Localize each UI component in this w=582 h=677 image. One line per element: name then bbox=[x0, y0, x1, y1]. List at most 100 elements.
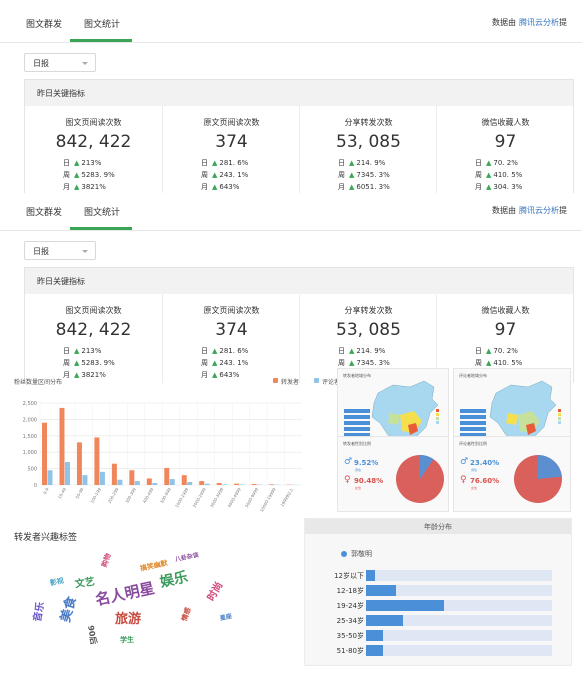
arrow-up-icon: ▲ bbox=[349, 347, 355, 355]
bar-reposters bbox=[59, 407, 65, 485]
x-tick-label: 10-49 bbox=[57, 487, 67, 500]
tab-mass-send[interactable]: 图文群发 bbox=[26, 208, 63, 218]
x-tick-label: 19999以上 bbox=[279, 487, 295, 508]
bar-reposters bbox=[181, 475, 187, 485]
tab-article-stats[interactable]: 图文统计 bbox=[84, 208, 121, 218]
kpi-label: 图文页阅读次数 bbox=[65, 306, 122, 315]
bar-reposters bbox=[269, 484, 275, 485]
tab-article-stats[interactable]: 图文统计 bbox=[84, 20, 121, 30]
interest-tag: 学生 bbox=[120, 636, 134, 644]
kpi-change-week: 周 ▲ 5283. 9% bbox=[63, 171, 115, 179]
gender-card-reposters: 转发者性别比例 ♂ 9.52% 男性 ♀ 90.48% 女性 bbox=[337, 436, 449, 512]
female-percent: 76.60% bbox=[470, 477, 500, 485]
x-tick-label: 200-299 bbox=[107, 487, 120, 504]
age-row-label: 19-24岁 bbox=[336, 602, 364, 610]
arrow-up-icon: ▲ bbox=[74, 159, 80, 167]
arrow-up-icon: ▲ bbox=[212, 371, 218, 379]
kpi-change-month: 月▲6051. 3% bbox=[338, 183, 390, 191]
kpi-change-day: 日 ▲ 281. 6% bbox=[201, 347, 249, 355]
female-label: 女性 bbox=[471, 486, 478, 490]
gender-card-commenters: 评论者性别比例 ♂ 23.40% 男性 ♀ 76.60% 女性 bbox=[453, 436, 571, 512]
interest-tag: 星座 bbox=[219, 612, 233, 623]
interest-tag: 时尚 bbox=[205, 580, 226, 604]
kpi-section-title: 昨日关键指标 bbox=[37, 89, 85, 98]
data-source-note: 数据由 腾讯云分析提 bbox=[492, 18, 567, 27]
kpi-change-month: 月▲304. 3% bbox=[475, 183, 523, 191]
age-legend-label: 郭敬明 bbox=[351, 550, 372, 558]
age-row-bar bbox=[366, 570, 552, 581]
legend-dot bbox=[341, 551, 347, 557]
tab-mass-send[interactable]: 图文群发 bbox=[26, 20, 63, 30]
kpi-value: 842, 422 bbox=[55, 320, 132, 340]
bar-commenters bbox=[187, 482, 193, 485]
age-row-fill bbox=[366, 570, 376, 581]
arrow-up-icon: ▲ bbox=[486, 171, 492, 179]
period-select[interactable]: 日报 bbox=[24, 53, 96, 72]
pie-slice-male bbox=[538, 455, 562, 479]
arrow-up-icon: ▲ bbox=[349, 183, 355, 191]
kpi-change-month: 月 ▲ 3821% bbox=[63, 371, 106, 379]
x-tick-label: 4000-4999 bbox=[226, 487, 241, 509]
x-tick-label: 400-499 bbox=[142, 487, 155, 504]
kpi-label: 原文页阅读次数 bbox=[203, 118, 260, 127]
kpi-change-day: 日 ▲ 70. 2% bbox=[475, 159, 518, 167]
x-tick-label: 50-99 bbox=[74, 487, 84, 500]
data-source-link[interactable]: 腾讯云分析 bbox=[519, 18, 559, 27]
kpi-change-day: 日 ▲ 214. 9% bbox=[338, 159, 386, 167]
bar-reposters bbox=[129, 470, 135, 485]
age-row-label: 25-34岁 bbox=[336, 617, 364, 625]
bar-reposters bbox=[216, 483, 222, 485]
kpi-label: 图文页阅读次数 bbox=[65, 118, 122, 127]
map-title: 转发者地域分布 bbox=[343, 373, 371, 378]
interest-tag: 八卦杂谈 bbox=[174, 551, 200, 564]
age-row-bar bbox=[366, 645, 552, 656]
arrow-up-icon: ▲ bbox=[486, 183, 492, 191]
bar-commenters bbox=[64, 462, 70, 485]
interest-tag: 旅游 bbox=[115, 612, 142, 627]
female-icon: ♀ bbox=[460, 475, 467, 485]
data-source-link[interactable]: 腾讯云分析 bbox=[519, 206, 559, 215]
interest-tag: 情感 bbox=[180, 606, 193, 623]
kpi-change-week: 周 ▲ 5283. 9% bbox=[63, 359, 115, 367]
kpi-change-day: 日 ▲ 214. 9% bbox=[338, 347, 386, 355]
age-row-fill bbox=[366, 585, 396, 596]
kpi-metric: 图文页阅读次数 842, 422 日 ▲ 213% 周 ▲ 5283. 9% 月 ▲ 3821% bbox=[25, 294, 162, 383]
bar-commenters bbox=[47, 470, 53, 485]
x-tick-label: 5000-9999 bbox=[244, 487, 259, 509]
x-tick-label: 1000-1999 bbox=[174, 487, 189, 509]
arrow-up-icon: ▲ bbox=[74, 171, 80, 179]
word-cloud-title: 转发者兴趣标签 bbox=[14, 533, 78, 543]
arrow-up-icon: ▲ bbox=[212, 347, 218, 355]
y-tick-label: 1,000 bbox=[23, 450, 37, 456]
kpi-label: 分享转发次数 bbox=[344, 306, 393, 315]
y-tick-label: 2,500 bbox=[23, 401, 37, 407]
bar-chart-title: 粉丝数量区间分布 bbox=[14, 379, 63, 386]
kpi-section-title: 昨日关键指标 bbox=[37, 277, 85, 286]
age-row-bar bbox=[366, 615, 552, 626]
y-tick-label: 2,000 bbox=[23, 417, 37, 423]
age-row-fill bbox=[366, 600, 445, 611]
data-source-note: 数据由 腾讯云分析提 bbox=[492, 206, 567, 215]
male-percent: 9.52% bbox=[354, 459, 379, 467]
y-tick-label: 500 bbox=[27, 467, 37, 473]
female-percent: 90.48% bbox=[354, 477, 384, 485]
kpi-change-day: 日 ▲ 70. 2% bbox=[475, 347, 518, 355]
age-row-label: 35-50岁 bbox=[336, 632, 364, 640]
kpi-label: 原文页阅读次数 bbox=[203, 306, 260, 315]
kpi-metric: 分享转发次数 53, 085 日▲214. 9% 周▲7345. 3% 月▲6051. … bbox=[299, 106, 436, 195]
bar-reposters bbox=[146, 478, 152, 485]
interest-tag: 美食 bbox=[58, 594, 80, 625]
female-icon: ♀ bbox=[344, 475, 351, 485]
period-select[interactable]: 日报 bbox=[24, 241, 96, 260]
arrow-up-icon: ▲ bbox=[74, 347, 80, 355]
male-label: 男性 bbox=[471, 468, 478, 472]
bar-reposters bbox=[42, 422, 47, 485]
bar-commenters bbox=[222, 484, 228, 485]
x-tick-label: 2000-2999 bbox=[192, 487, 207, 509]
bar-reposters bbox=[234, 483, 240, 485]
bar-reposters bbox=[251, 484, 257, 485]
x-tick-label: 3000-3999 bbox=[209, 487, 224, 509]
bar-commenters bbox=[134, 481, 140, 485]
arrow-up-icon: ▲ bbox=[486, 159, 492, 167]
age-row-fill bbox=[366, 615, 404, 626]
